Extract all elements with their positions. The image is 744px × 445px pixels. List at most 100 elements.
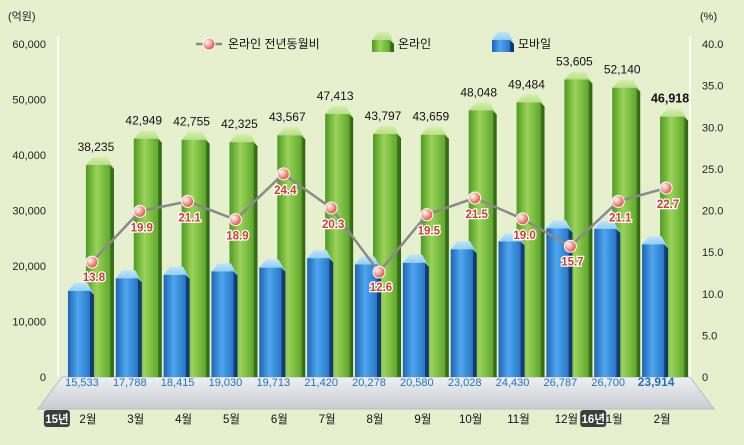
legend-swatch-online-top — [372, 32, 394, 44]
yoy-point — [276, 167, 290, 181]
x-tick-label: 5월 — [223, 413, 240, 426]
y-right-tick-label: 40.0 — [702, 39, 723, 51]
yoy-value-label: 13.8 — [83, 272, 106, 284]
online-bar-side — [109, 164, 114, 377]
mobile-bar-top — [594, 220, 621, 233]
x-tick-label: 10월 — [459, 413, 482, 426]
mobile-bar-front — [163, 274, 186, 377]
mobile-bar-side — [520, 241, 525, 377]
online-value-label: 48,048 — [460, 85, 497, 99]
legend-swatch-mobile-front — [492, 40, 510, 52]
online-value-label: 38,235 — [78, 140, 115, 154]
legend-swatch-online-front — [372, 40, 390, 52]
yoy-point — [468, 191, 482, 205]
y-right-tick-label: 35.0 — [702, 81, 723, 93]
y-right-tick-label: 30.0 — [702, 122, 723, 134]
mobile-bar — [594, 220, 621, 377]
mobile-bar-side — [664, 244, 669, 377]
yoy-value-label: 21.5 — [465, 209, 488, 221]
y-left-tick-label: 50,000 — [12, 95, 46, 107]
online-bar — [612, 79, 641, 378]
yoy-point — [420, 208, 434, 222]
yoy-point — [181, 194, 195, 208]
x-tick-label: 2월 — [79, 413, 96, 426]
y-right-tick-label: 5.0 — [702, 330, 717, 342]
online-value-label: 43,659 — [412, 110, 449, 124]
mobile-value-label: 26,787 — [544, 377, 578, 389]
mobile-bar-side — [137, 278, 142, 377]
mobile-value-label: 17,788 — [113, 377, 147, 389]
y-right-tick-label: 25.0 — [702, 164, 723, 176]
mobile-bar — [115, 270, 142, 377]
online-bar — [325, 105, 354, 377]
mobile-value-label: 19,713 — [256, 377, 290, 389]
yoy-point — [372, 265, 386, 279]
yoy-point — [228, 213, 242, 227]
yoy-point — [611, 194, 625, 208]
labels-layer: 38,235 15,533 13.8 2월 42,949 17,788 19.9 3월 42,7… — [43, 54, 689, 427]
yoy-value-label: 24.4 — [274, 185, 297, 197]
yoy-point — [324, 201, 338, 215]
y-right-tick-label: 10.0 — [702, 289, 723, 301]
online-value-label: 42,949 — [125, 114, 162, 128]
y-left-tick-label: 20,000 — [12, 261, 46, 273]
online-value-label: 46,918 — [651, 92, 689, 106]
mobile-bar-top — [211, 263, 238, 276]
online-bar-side — [157, 138, 162, 377]
yoy-value-label: 18.9 — [226, 231, 248, 243]
yoy-point — [516, 212, 530, 226]
yoy-value-label: 20.3 — [322, 219, 344, 231]
online-value-label: 47,413 — [317, 89, 354, 103]
online-bar-top — [133, 130, 162, 143]
yoy-value-label: 19.9 — [131, 222, 153, 234]
mobile-bar-side — [281, 267, 286, 377]
mobile-bar-front — [259, 267, 282, 377]
mobile-value-label: 26,700 — [591, 377, 625, 389]
online-bar-top — [660, 108, 689, 121]
y-left-tick-label: 40,000 — [12, 150, 46, 162]
mobile-bar-top — [163, 266, 190, 279]
x-tick-label: 12월 — [555, 413, 578, 426]
x-tick-label: 8월 — [367, 413, 384, 426]
mobile-bar-top — [450, 241, 477, 254]
legend-swatch-mobile-top — [492, 32, 514, 44]
mobile-bar-top — [642, 236, 669, 249]
legend-label-online: 온라인 — [398, 37, 431, 51]
yoy-point — [85, 255, 99, 269]
online-bar-top — [468, 102, 497, 115]
mobile-bar-side — [89, 290, 94, 377]
online-bar-top — [85, 156, 114, 169]
legend-line-marker — [202, 37, 216, 51]
mobile-bar-top — [259, 259, 286, 272]
mobile-bar-front — [355, 264, 377, 377]
yoy-value-label: 21.1 — [178, 212, 201, 224]
mobile-value-label: 20,580 — [400, 377, 434, 389]
mobile-bar-top — [546, 220, 573, 233]
x-tick-label: 4월 — [175, 413, 192, 426]
mobile-bar-side — [616, 228, 621, 377]
mobile-bar-top — [307, 250, 334, 263]
mobile-bar-front — [498, 241, 521, 377]
online-bar-side — [301, 135, 306, 377]
y-left-tick-label: 0 — [40, 372, 46, 384]
mobile-value-label: 18,415 — [161, 377, 195, 389]
mobile-bar-side — [424, 262, 429, 377]
online-value-label: 52,140 — [604, 63, 641, 77]
legend-swatch-online — [372, 32, 394, 52]
yoy-value-label: 12.6 — [370, 282, 392, 294]
legend-label-yoy: 온라인 전년동월비 — [228, 37, 320, 51]
x-tick-label: 7월 — [319, 413, 336, 426]
mobile-bar-top — [115, 270, 142, 283]
legend: 온라인 전년동월비 온라인 모바일 — [196, 32, 551, 52]
y-left-tick-label: 60,000 — [12, 39, 46, 51]
online-bar-side — [444, 134, 449, 377]
mobile-bar-front — [402, 262, 425, 377]
online-bar-side — [540, 102, 545, 377]
online-value-label: 43,797 — [365, 109, 402, 123]
mobile-bar — [498, 233, 525, 377]
y-left-tick-label: 30,000 — [12, 206, 46, 218]
online-bar-side — [636, 87, 641, 378]
y-left-tick-label: 10,000 — [12, 317, 46, 329]
yoy-value-label: 21.1 — [609, 212, 632, 224]
mobile-bar-front — [450, 249, 473, 377]
